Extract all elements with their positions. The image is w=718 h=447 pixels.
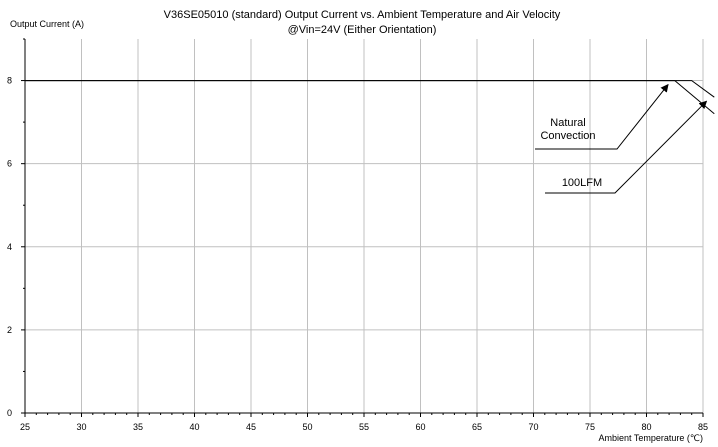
series-line-natural-convection (25, 80, 715, 98)
grid (25, 39, 704, 413)
x-axis-label: Ambient Temperature (℃) (599, 433, 703, 443)
y-axis-label: Output Current (A) (10, 19, 84, 29)
x-tick-label: 70 (528, 422, 538, 432)
x-tick-label: 50 (302, 422, 312, 432)
x-tick-label: 35 (133, 422, 143, 432)
ticks: 25 30 35 40 45 50 55 60 65 70 75 80 85 0 2 4 6 8 (7, 38, 708, 432)
annotation-label: Natural (550, 117, 585, 129)
annotation-label: 100LFM (562, 177, 602, 189)
y-tick-label: 6 (7, 159, 12, 169)
series-lines (25, 80, 715, 115)
annotation-leader-line (535, 83, 669, 150)
y-tick-label: 2 (7, 325, 12, 335)
chart-title-line-1: V36SE05010 (standard) Output Current vs.… (164, 9, 561, 21)
x-tick-label: 25 (20, 422, 30, 432)
x-tick-label: 40 (189, 422, 199, 432)
x-tick-label: 75 (585, 422, 595, 432)
x-tick-label: 85 (698, 422, 708, 432)
x-tick-label: 30 (76, 422, 86, 432)
annotation-label: Convection (540, 130, 595, 142)
x-tick-label: 65 (472, 422, 482, 432)
annotation-leader-line (545, 100, 708, 194)
x-tick-label: 45 (246, 422, 256, 432)
y-tick-label: 8 (7, 76, 12, 86)
y-tick-label: 4 (7, 242, 12, 252)
x-tick-label: 80 (641, 422, 651, 432)
y-tick-label: 0 (7, 408, 12, 418)
x-tick-label: 55 (359, 422, 369, 432)
chart-title-line-2: @Vin=24V (Either Orientation) (288, 24, 437, 36)
x-tick-label: 60 (415, 422, 425, 432)
series-line-100lfm (25, 80, 715, 115)
